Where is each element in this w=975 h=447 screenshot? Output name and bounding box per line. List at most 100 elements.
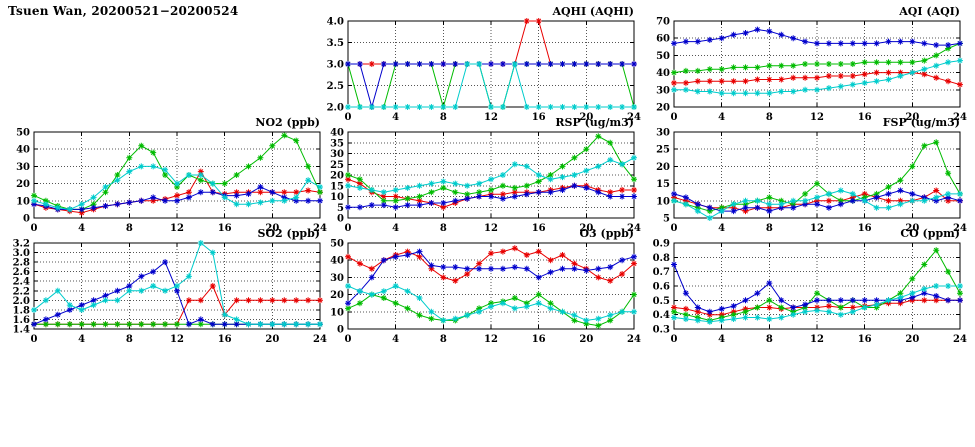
point-marker-red	[706, 78, 713, 85]
point-marker-blue	[559, 265, 566, 272]
point-marker-green	[583, 320, 590, 327]
point-marker-green	[873, 59, 880, 66]
point-marker-red	[921, 71, 928, 78]
y-tick-label: 2.0	[327, 103, 344, 114]
x-tick-label: 16	[218, 334, 232, 345]
point-marker-green	[488, 300, 494, 307]
point-marker-blue	[488, 61, 494, 67]
point-marker-cyan	[535, 172, 542, 178]
point-marker-cyan	[778, 201, 785, 208]
point-marker-red	[488, 250, 494, 257]
plot-o3: 0 4 8 12 16 20 24 0 10 20 30 40 50	[330, 239, 641, 346]
point-marker-green	[293, 137, 300, 144]
point-marker-blue	[162, 197, 169, 204]
point-marker-cyan	[682, 316, 689, 322]
y-tick-label: 0.8	[653, 253, 670, 264]
point-marker-blue	[197, 189, 204, 196]
point-marker-cyan	[671, 86, 677, 93]
y-tick-label: 3.5	[327, 38, 344, 49]
y-tick-label: 20	[656, 162, 670, 173]
point-marker-cyan	[511, 161, 518, 168]
point-marker-cyan	[766, 201, 773, 208]
point-marker-cyan	[380, 288, 387, 295]
point-marker-blue	[90, 204, 97, 211]
point-marker-blue	[682, 194, 689, 201]
y-tick-label: 2.5	[327, 81, 344, 92]
point-marker-green	[802, 190, 809, 197]
point-marker-cyan	[126, 168, 133, 175]
x-tick-label: 12	[810, 112, 824, 123]
point-marker-blue	[631, 61, 637, 67]
point-marker-blue	[547, 269, 554, 276]
y-tick-label: 10	[656, 196, 670, 207]
point-marker-blue	[671, 261, 677, 268]
point-marker-green	[742, 64, 749, 71]
x-tick-label: 24	[313, 334, 327, 345]
point-marker-blue	[233, 192, 240, 199]
point-marker-blue	[162, 259, 169, 266]
point-marker-cyan	[257, 321, 264, 328]
point-marker-cyan	[742, 90, 749, 97]
point-marker-cyan	[619, 161, 626, 168]
point-marker-green	[523, 182, 530, 189]
point-marker-blue	[392, 204, 399, 211]
point-marker-green	[885, 59, 892, 66]
point-marker-blue	[209, 189, 216, 196]
point-marker-cyan	[945, 190, 952, 197]
point-marker-blue	[945, 194, 952, 201]
point-marker-cyan	[921, 66, 928, 73]
point-marker-cyan	[499, 104, 506, 110]
point-marker-cyan	[682, 201, 689, 208]
point-marker-blue	[730, 31, 737, 38]
point-marker-green	[742, 308, 749, 315]
point-marker-cyan	[511, 61, 518, 67]
point-marker-red	[535, 248, 542, 255]
point-marker-blue	[933, 293, 940, 299]
point-marker-green	[921, 261, 928, 268]
y-tick-label: 4.0	[327, 17, 344, 28]
point-marker-red	[631, 187, 637, 193]
point-marker-red	[631, 260, 637, 267]
point-marker-blue	[945, 42, 952, 49]
point-marker-red	[933, 187, 940, 194]
point-marker-cyan	[897, 201, 904, 208]
point-marker-cyan	[209, 180, 216, 187]
point-marker-green	[718, 66, 725, 73]
point-marker-cyan	[671, 197, 677, 204]
point-marker-cyan	[174, 283, 180, 289]
point-marker-green	[837, 197, 844, 204]
point-marker-cyan	[440, 178, 447, 185]
point-marker-cyan	[42, 201, 49, 208]
point-marker-green	[837, 304, 844, 311]
point-marker-cyan	[368, 104, 375, 110]
point-marker-red	[233, 189, 240, 196]
y-tick-label: 20	[656, 103, 670, 114]
point-marker-cyan	[694, 208, 701, 215]
point-marker-cyan	[464, 312, 471, 319]
point-marker-green	[174, 184, 180, 190]
point-marker-blue	[126, 199, 133, 206]
point-marker-green	[90, 201, 97, 208]
point-marker-red	[404, 248, 411, 255]
point-marker-blue	[356, 204, 363, 211]
point-marker-blue	[945, 297, 952, 304]
point-marker-blue	[849, 297, 856, 304]
x-tick-label: 8	[440, 112, 447, 123]
point-marker-red	[694, 308, 701, 315]
chart-panel-o3: O3 (ppb) 0 4 8 12 16 20 24 0 10 20 30 40 50	[314, 228, 644, 346]
point-marker-cyan	[392, 104, 399, 110]
point-marker-cyan	[754, 314, 761, 321]
point-marker-green	[933, 247, 940, 254]
point-marker-green	[162, 321, 169, 328]
point-marker-cyan	[293, 321, 300, 328]
point-marker-red	[945, 78, 952, 85]
point-marker-green	[945, 268, 952, 275]
point-marker-blue	[452, 264, 459, 271]
point-marker-cyan	[778, 314, 785, 321]
y-tick-label: 0.7	[653, 267, 670, 278]
point-marker-cyan	[595, 104, 602, 110]
point-marker-green	[607, 317, 614, 324]
point-marker-green	[631, 291, 637, 298]
point-marker-green	[909, 59, 916, 66]
point-marker-cyan	[440, 317, 447, 324]
